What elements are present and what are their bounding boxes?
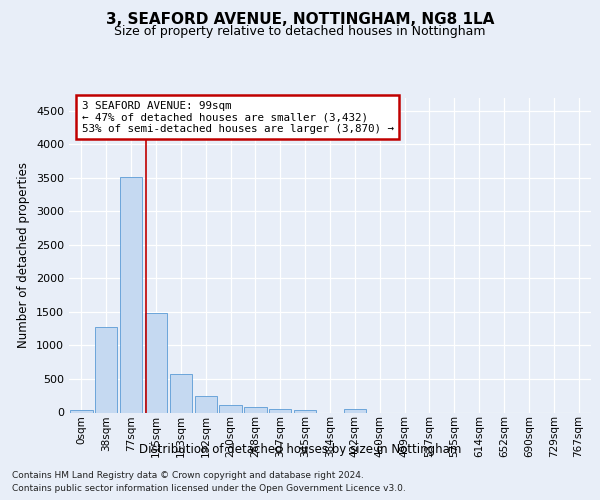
Bar: [95, 326, 118, 412]
Bar: [220, 405, 242, 412]
Y-axis label: Number of detached properties: Number of detached properties: [17, 162, 31, 348]
Text: 3 SEAFORD AVENUE: 99sqm
← 47% of detached houses are smaller (3,432)
53% of semi: 3 SEAFORD AVENUE: 99sqm ← 47% of detache…: [82, 101, 394, 134]
Text: 3, SEAFORD AVENUE, NOTTINGHAM, NG8 1LA: 3, SEAFORD AVENUE, NOTTINGHAM, NG8 1LA: [106, 12, 494, 28]
Bar: [344, 409, 366, 412]
Bar: [145, 314, 167, 412]
Bar: [269, 409, 292, 412]
Bar: [170, 374, 192, 412]
Bar: [70, 410, 92, 412]
Text: Contains public sector information licensed under the Open Government Licence v3: Contains public sector information licen…: [12, 484, 406, 493]
Text: Distribution of detached houses by size in Nottingham: Distribution of detached houses by size …: [139, 442, 461, 456]
Text: Size of property relative to detached houses in Nottingham: Size of property relative to detached ho…: [114, 25, 486, 38]
Bar: [244, 407, 266, 412]
Bar: [194, 396, 217, 412]
Text: Contains HM Land Registry data © Crown copyright and database right 2024.: Contains HM Land Registry data © Crown c…: [12, 471, 364, 480]
Bar: [294, 410, 316, 412]
Bar: [120, 178, 142, 412]
